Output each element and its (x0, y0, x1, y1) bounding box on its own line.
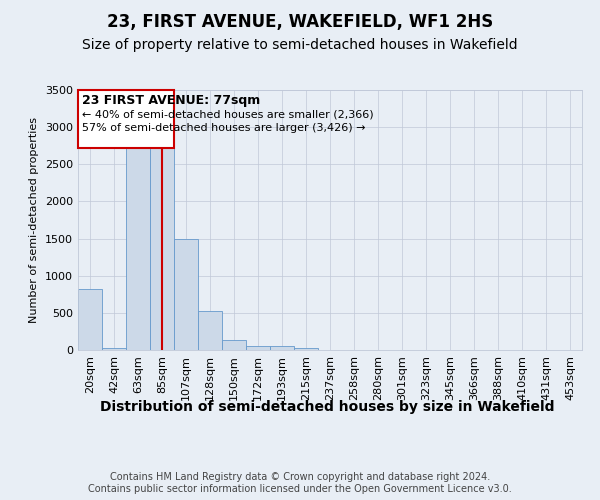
Bar (78, 289, 102, 350)
Bar (246, 346, 270, 350)
Text: Size of property relative to semi-detached houses in Wakefield: Size of property relative to semi-detach… (82, 38, 518, 52)
Bar (102, 348, 126, 350)
Bar (294, 348, 318, 350)
Bar (150, 142, 174, 350)
Text: 23, FIRST AVENUE, WAKEFIELD, WF1 2HS: 23, FIRST AVENUE, WAKEFIELD, WF1 2HS (107, 12, 493, 30)
Bar (198, 310, 222, 350)
Bar (174, 238, 198, 350)
Bar (126, 142, 150, 350)
Text: Contains HM Land Registry data © Crown copyright and database right 2024.
Contai: Contains HM Land Registry data © Crown c… (88, 472, 512, 494)
Text: 57% of semi-detached houses are larger (3,426) →: 57% of semi-detached houses are larger (… (82, 124, 365, 134)
Text: Distribution of semi-detached houses by size in Wakefield: Distribution of semi-detached houses by … (100, 400, 554, 414)
Text: 23 FIRST AVENUE: 77sqm: 23 FIRST AVENUE: 77sqm (82, 94, 260, 108)
Bar (270, 346, 294, 350)
Text: ← 40% of semi-detached houses are smaller (2,366): ← 40% of semi-detached houses are smalle… (82, 110, 373, 120)
Bar (222, 340, 246, 350)
Y-axis label: Number of semi-detached properties: Number of semi-detached properties (29, 117, 40, 323)
FancyBboxPatch shape (78, 90, 174, 148)
